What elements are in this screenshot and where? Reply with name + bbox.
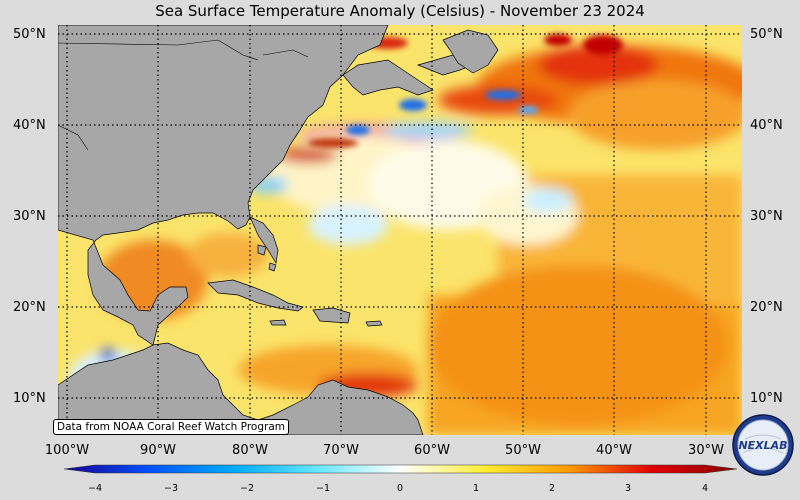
lon-label-60w: 60°W bbox=[414, 443, 450, 458]
anomaly-field bbox=[68, 45, 742, 435]
lon-label-90w: 90°W bbox=[140, 443, 176, 458]
lat-label-50n: 50°N bbox=[13, 27, 46, 42]
lon-label-70w: 70°W bbox=[323, 443, 359, 458]
colorbar bbox=[63, 464, 738, 474]
lat-label-20n: 20°N bbox=[13, 300, 46, 315]
colorbar-tick-1: 1 bbox=[472, 483, 480, 494]
map-title: Sea Surface Temperature Anomaly (Celsius… bbox=[155, 2, 645, 20]
lat-label-40n-right: 40°N bbox=[750, 118, 783, 133]
land-masses bbox=[58, 25, 499, 435]
lon-label-100w: 100°W bbox=[44, 443, 90, 458]
lat-label-50n-right: 50°N bbox=[750, 27, 783, 42]
graticule bbox=[58, 25, 742, 435]
nexlab-logo: NEXLAB bbox=[732, 414, 794, 476]
lat-label-20n-right: 20°N bbox=[750, 300, 783, 315]
colorbar-tick-minus1: −1 bbox=[315, 483, 331, 494]
lat-label-30n: 30°N bbox=[13, 209, 46, 224]
lat-label-30n-right: 30°N bbox=[750, 209, 783, 224]
colorbar-tick-0: 0 bbox=[396, 483, 404, 494]
colorbar-tick-minus4: −4 bbox=[87, 483, 103, 494]
colorbar-tick-2: 2 bbox=[548, 483, 556, 494]
svg-text:NEXLAB: NEXLAB bbox=[738, 439, 787, 452]
lon-label-80w: 80°W bbox=[232, 443, 268, 458]
lon-label-40w: 40°W bbox=[596, 443, 632, 458]
lon-label-30w: 30°W bbox=[688, 443, 724, 458]
lat-label-10n-right: 10°N bbox=[750, 391, 783, 406]
colorbar-tick-4: 4 bbox=[701, 483, 709, 494]
sst-anomaly-map bbox=[58, 25, 742, 435]
colorbar-tick-minus3: −3 bbox=[163, 483, 179, 494]
lat-label-40n: 40°N bbox=[13, 118, 46, 133]
colorbar-tick-3: 3 bbox=[624, 483, 632, 494]
data-credit: Data from NOAA Coral Reef Watch Program bbox=[53, 419, 289, 435]
colorbar-tick-minus2: −2 bbox=[239, 483, 255, 494]
lat-label-10n: 10°N bbox=[13, 391, 46, 406]
lon-label-50w: 50°W bbox=[505, 443, 541, 458]
